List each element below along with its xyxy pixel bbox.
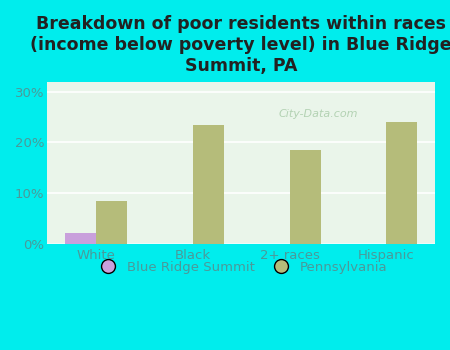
Bar bbox=[193, 125, 224, 244]
Bar bbox=[289, 150, 320, 244]
Bar bbox=[387, 122, 418, 244]
Legend: Blue Ridge Summit, Pennsylvania: Blue Ridge Summit, Pennsylvania bbox=[90, 256, 392, 279]
Title: Breakdown of poor residents within races
(income below poverty level) in Blue Ri: Breakdown of poor residents within races… bbox=[30, 15, 450, 75]
Bar bbox=[65, 233, 96, 244]
Text: City-Data.com: City-Data.com bbox=[279, 109, 359, 119]
Bar bbox=[96, 201, 127, 244]
